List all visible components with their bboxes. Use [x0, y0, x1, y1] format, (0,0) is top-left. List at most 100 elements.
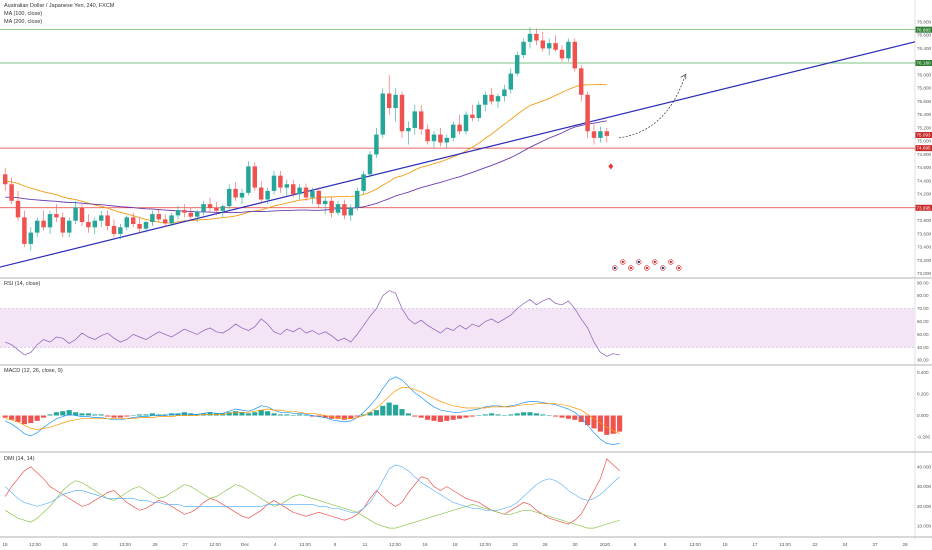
candle-body: [246, 166, 251, 193]
macd-histogram-bar: [521, 412, 527, 416]
x-tick-label: Dec: [241, 542, 250, 547]
macd-histogram-bar: [373, 410, 379, 416]
candle-body: [284, 184, 290, 188]
candle-body: [399, 94, 405, 132]
candle-body: [310, 190, 315, 198]
macd-histogram-bar: [233, 411, 239, 416]
candle-body: [412, 111, 418, 128]
x-tick-label: 2020: [600, 542, 611, 547]
macd-histogram-bar: [265, 411, 271, 416]
price-tick-label: 74.800: [917, 152, 931, 157]
candle-body: [303, 187, 309, 198]
candle-body: [22, 217, 27, 244]
macd-histogram-bar: [540, 414, 546, 416]
x-tick-label: 13:00: [689, 542, 701, 547]
macd-histogram-bar: [207, 412, 213, 416]
macd-histogram-bar: [117, 415, 123, 418]
candle-body: [271, 175, 277, 191]
ma200-legend[interactable]: MA (200, close): [4, 19, 43, 25]
rsi-pane-label[interactable]: RSI (14, close): [4, 281, 41, 287]
candle-body: [226, 188, 232, 207]
price-tag: [915, 145, 932, 152]
price-tag-label: 74.895: [917, 146, 931, 151]
macd-histogram-bar: [85, 413, 91, 416]
macd-histogram-bar: [508, 414, 514, 416]
x-tick-label: 29: [902, 542, 908, 547]
price-tick-label: 75.800: [917, 86, 931, 91]
candle-body: [233, 188, 238, 198]
price-tag: [915, 204, 932, 211]
macd-histogram-bar: [181, 412, 187, 416]
macd-histogram-bar: [252, 412, 258, 416]
candle-body: [495, 96, 501, 102]
event-icon-dot: [613, 266, 616, 270]
macd-histogram-bar: [617, 415, 623, 432]
x-tick-label: 30: [572, 542, 578, 547]
macd-histogram-bar: [124, 415, 130, 417]
price-tag: [915, 26, 932, 33]
macd-histogram-bar: [597, 415, 603, 432]
candle-body: [342, 204, 347, 216]
macd-histogram-bar: [245, 413, 251, 416]
macd-pane-label[interactable]: MACD (12, 26, close, 9): [4, 368, 63, 374]
candle-body: [470, 114, 475, 118]
macd-histogram-bar: [604, 415, 610, 435]
candle-body: [316, 190, 322, 205]
candle-body: [521, 41, 526, 56]
macd-histogram-bar: [156, 414, 162, 416]
candle-body: [290, 184, 296, 195]
price-tag-label: 73.995: [917, 205, 931, 210]
macd-histogram-bar: [412, 415, 418, 417]
ma100-legend[interactable]: MA (100, close): [4, 11, 43, 17]
candle-body: [175, 210, 181, 216]
macd-histogram-bar: [565, 415, 571, 419]
event-icon-dot: [653, 260, 656, 264]
dmi-pane-label[interactable]: DMI (14, 14): [4, 456, 35, 462]
macd-histogram-bar: [66, 410, 72, 416]
macd-histogram-bar: [514, 413, 520, 416]
macd-histogram-bar: [92, 414, 98, 416]
macd-histogram-bar: [495, 414, 501, 416]
price-tick-label: 73.200: [917, 258, 931, 263]
candle-body: [508, 73, 514, 90]
x-tick-label: 27: [872, 542, 878, 547]
candle-body: [598, 131, 603, 138]
macd-histogram-bar: [527, 412, 533, 416]
event-icon-dot: [669, 260, 672, 264]
candle-body: [546, 43, 552, 49]
candle-body: [252, 166, 258, 188]
candle-body: [482, 94, 488, 105]
candle-body: [354, 190, 360, 208]
symbol-title[interactable]: Australian Dollar / Japanese Yen, 240, F…: [4, 3, 115, 9]
candle-body: [329, 200, 334, 213]
dmi-tick-label: 10.000: [917, 524, 931, 529]
candle-body: [559, 49, 565, 59]
price-tag-label: 75.093: [917, 133, 931, 138]
macd-histogram-bar: [367, 412, 373, 416]
rsi-tick-label: 50.00: [917, 332, 929, 337]
macd-histogram-bar: [482, 414, 488, 416]
macd-histogram-bar: [303, 415, 309, 416]
macd-histogram-bar: [258, 410, 264, 416]
candle-body: [124, 217, 130, 228]
candle-body: [15, 200, 21, 218]
candle-body: [393, 94, 398, 109]
macd-histogram-bar: [437, 415, 443, 422]
x-tick-label: 13:00: [299, 542, 311, 547]
candle-body: [540, 40, 546, 49]
projection-arrowhead: [680, 73, 687, 80]
x-tick-label: 13:00: [779, 542, 791, 547]
candle-body: [534, 33, 539, 41]
macd-histogram-bar: [489, 413, 495, 416]
price-tick-label: 76.400: [917, 46, 931, 51]
candle-body: [34, 220, 40, 233]
candle-body: [374, 134, 379, 155]
candle-body: [604, 131, 610, 136]
candle-body: [450, 124, 456, 138]
price-tick-label: 75.200: [917, 125, 931, 130]
price-tag: [915, 60, 932, 67]
macd-histogram-bar: [361, 414, 367, 416]
adx-line: [4, 464, 620, 513]
dmi-tick-label: 20.000: [917, 504, 931, 509]
